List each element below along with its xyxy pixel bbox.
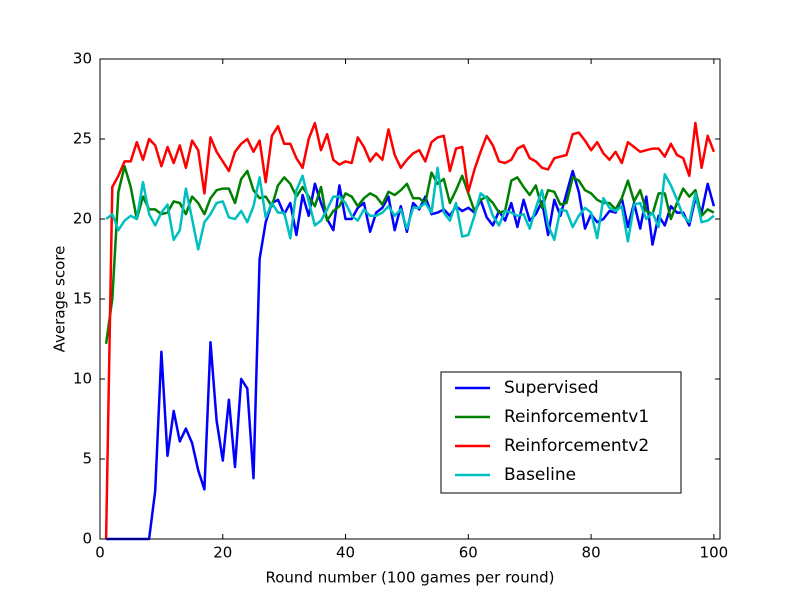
legend-box xyxy=(440,371,682,494)
legend-label: Reinforcementv1 xyxy=(504,407,649,427)
y-tick-label: 5 xyxy=(82,450,92,468)
legend-label: Baseline xyxy=(504,465,576,485)
x-tick-label: 40 xyxy=(336,544,355,562)
x-tick-label: 80 xyxy=(582,544,601,562)
series-line xyxy=(104,121,716,540)
y-tick-label: 10 xyxy=(73,370,92,388)
y-tick-label: 15 xyxy=(73,290,92,308)
x-tick-label: 60 xyxy=(459,544,478,562)
x-axis-label: Round number (100 games per round) xyxy=(265,569,554,587)
y-tick-label: 30 xyxy=(73,50,92,68)
legend-label: Supervised xyxy=(504,378,599,398)
series-line xyxy=(105,166,715,251)
x-tick-label: 0 xyxy=(95,544,105,562)
y-tick-label: 0 xyxy=(82,530,92,548)
series-line xyxy=(104,164,715,344)
y-axis-label: Average score xyxy=(51,246,69,353)
legend-label: Reinforcementv2 xyxy=(504,436,649,456)
y-tick-label: 25 xyxy=(73,130,92,148)
y-tick-label: 20 xyxy=(73,210,92,228)
plot-frame xyxy=(99,58,721,540)
x-tick-label: 100 xyxy=(700,544,729,562)
x-tick-label: 20 xyxy=(213,544,232,562)
